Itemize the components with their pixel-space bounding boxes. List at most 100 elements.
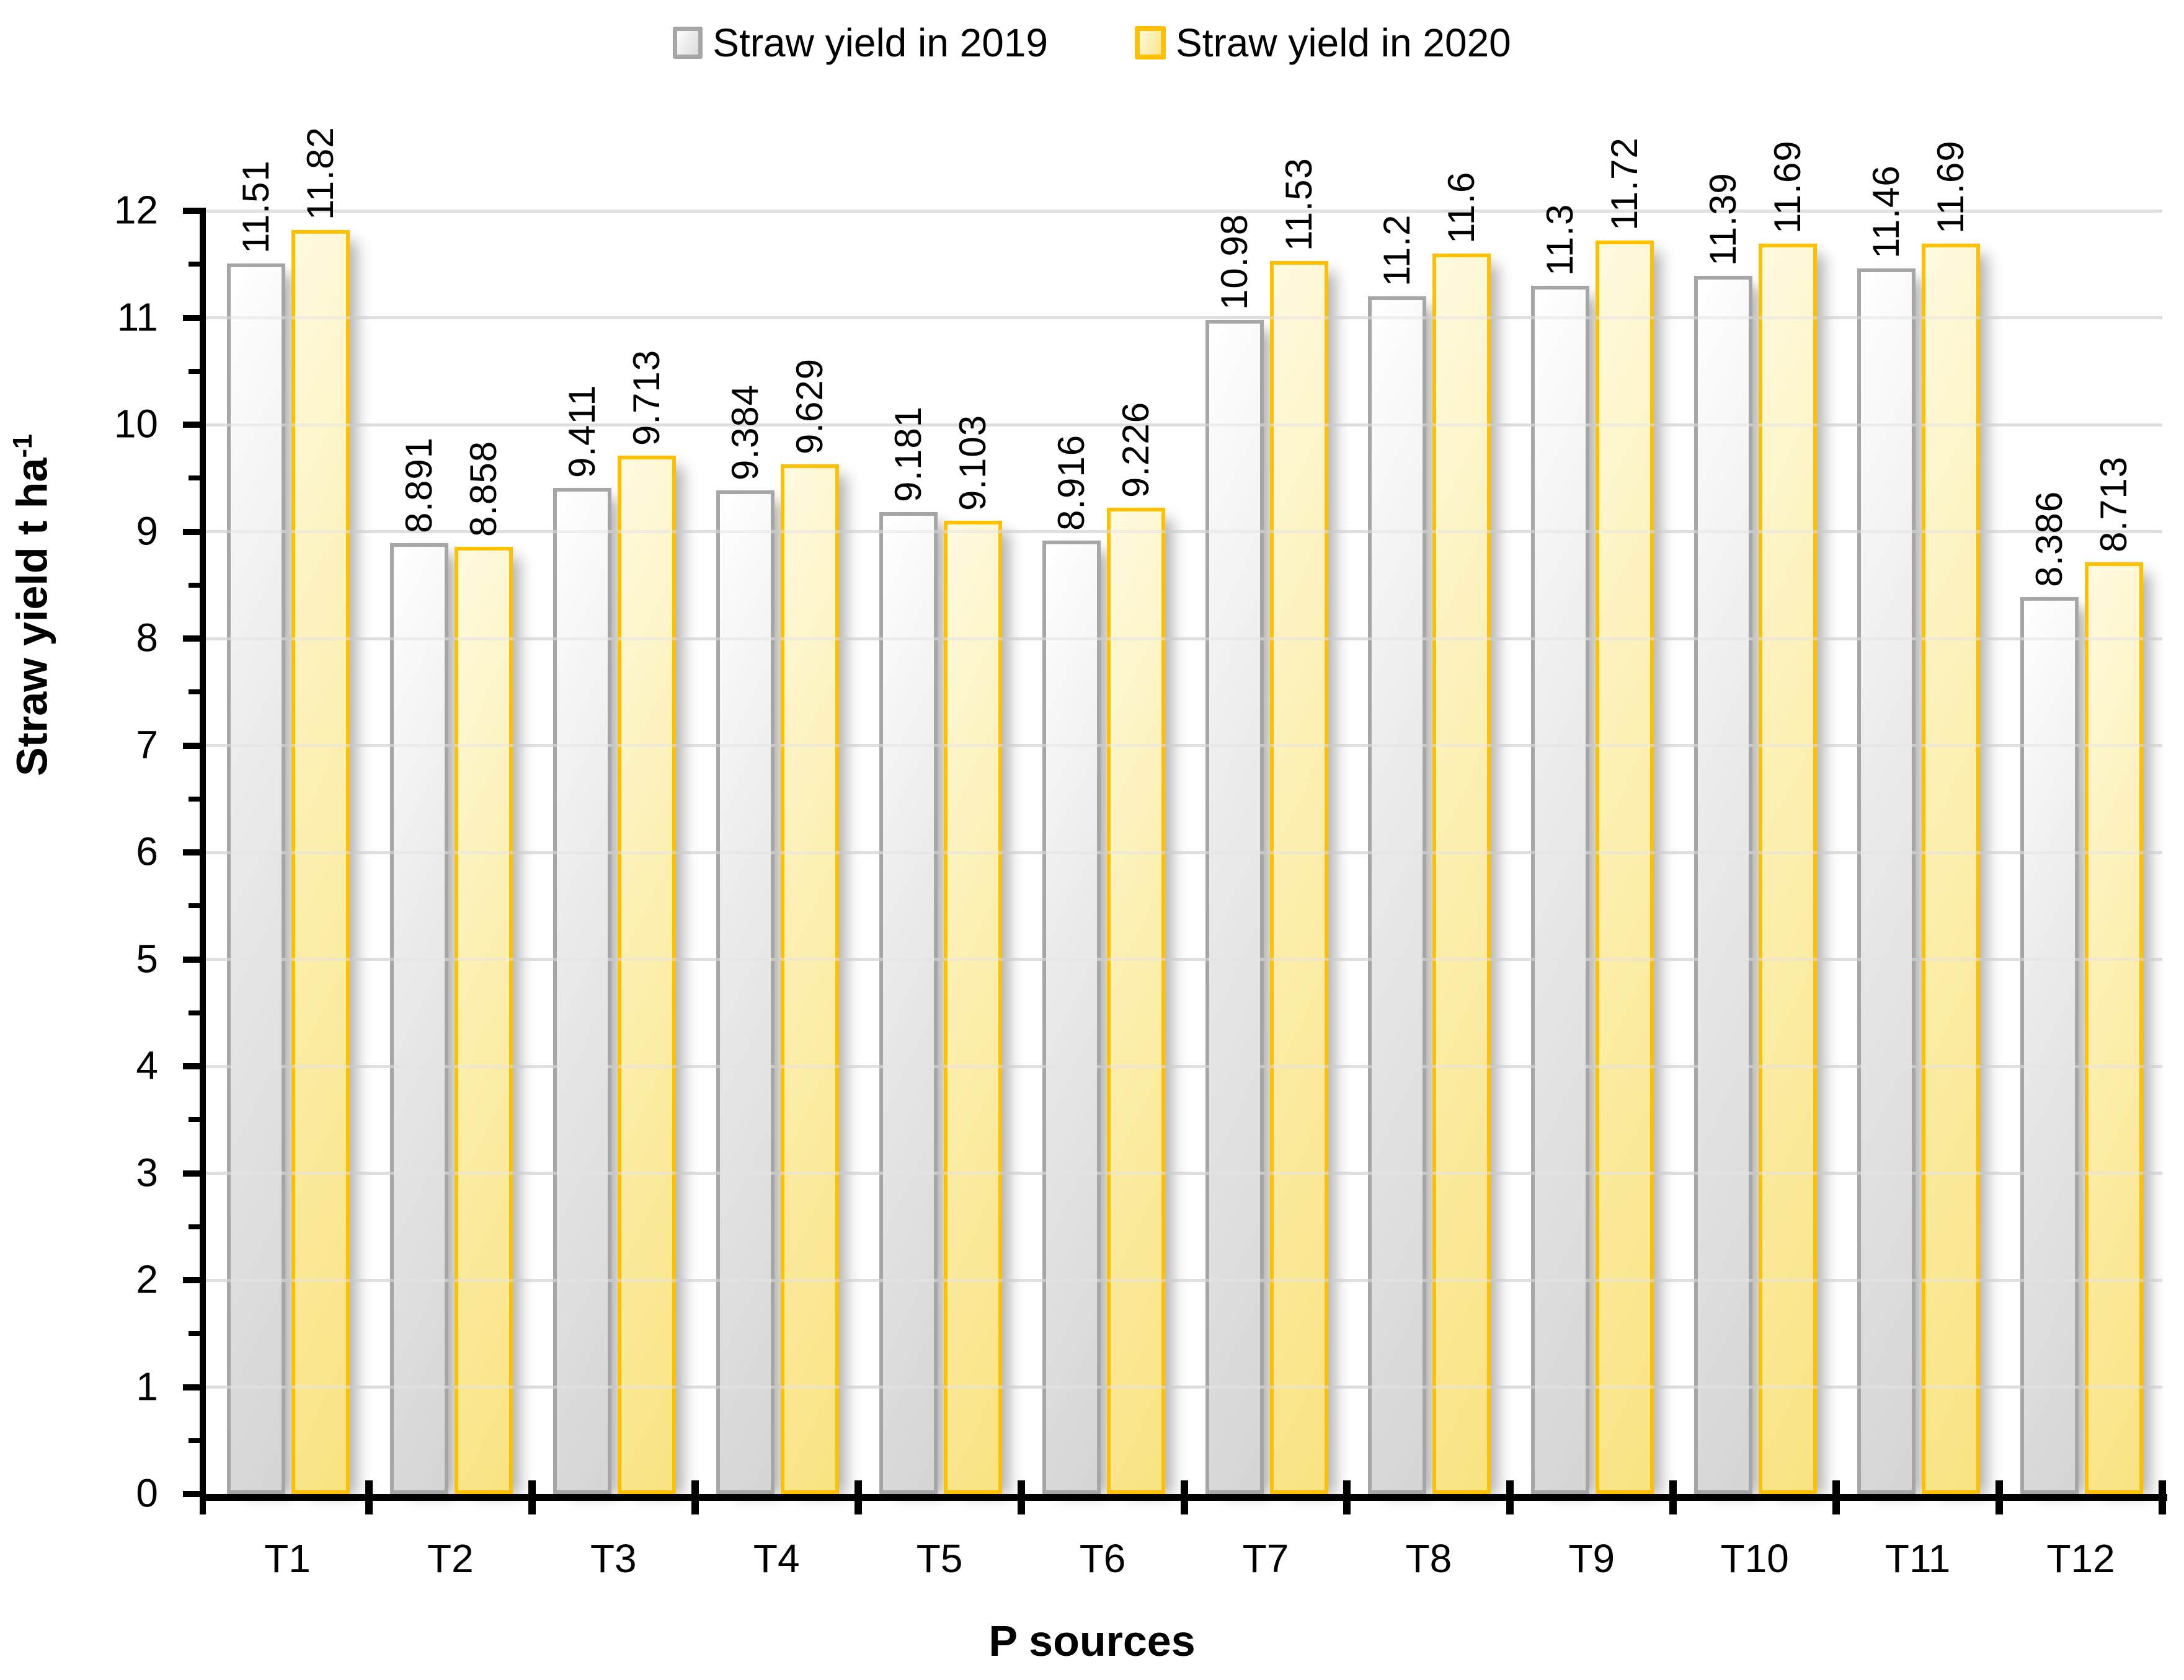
- bar-value-label: 9.384: [724, 384, 766, 481]
- bar-2019: [1205, 319, 1264, 1494]
- y-tick-label: 5: [136, 936, 158, 981]
- bar-value-label: 11.53: [1277, 157, 1320, 252]
- bar-2020: [454, 546, 513, 1494]
- bar-value-label: 8.858: [462, 440, 504, 537]
- y-major-tick: [183, 1277, 200, 1283]
- legend-label-2020: Straw yield in 2020: [1176, 20, 1511, 65]
- x-category-label: T3: [590, 1536, 637, 1581]
- gridline-overlay: [206, 851, 2162, 854]
- bar-2019: [553, 487, 611, 1494]
- bar-2020: [1432, 254, 1491, 1494]
- y-minor-tick: [189, 262, 200, 267]
- y-major-tick: [183, 528, 200, 535]
- y-minor-tick: [189, 475, 200, 481]
- y-major-tick: [183, 1491, 200, 1497]
- y-major-tick: [183, 422, 200, 428]
- x-boundary-tick: [1343, 1480, 1351, 1514]
- x-category-label: T1: [264, 1536, 311, 1581]
- bar-2019: [879, 512, 938, 1494]
- x-category-label: T12: [2046, 1536, 2115, 1581]
- y-tick-label: 2: [136, 1257, 158, 1302]
- y-minor-tick: [189, 368, 200, 374]
- x-boundary-tick: [1832, 1480, 1840, 1514]
- y-tick-label: 6: [136, 829, 158, 874]
- y-major-tick: [183, 314, 200, 321]
- gridline-overlay: [206, 530, 2162, 533]
- y-tick-label: 11: [117, 294, 158, 340]
- y-minor-tick: [189, 1117, 200, 1123]
- gridline-overlay: [206, 744, 2162, 747]
- bar-value-label: 11.69: [1767, 140, 1809, 234]
- x-category-label: T11: [1884, 1536, 1951, 1581]
- x-category-label: T8: [1405, 1536, 1452, 1581]
- x-boundary-tick: [691, 1480, 699, 1514]
- y-tick-label: 7: [136, 722, 158, 767]
- bar-2020: [1922, 244, 1981, 1494]
- legend-label-2019: Straw yield in 2019: [712, 20, 1048, 65]
- bar-2019: [1531, 285, 1590, 1494]
- x-boundary-tick: [1669, 1480, 1677, 1514]
- bar-value-label: 8.713: [2093, 456, 2135, 552]
- bar-value-label: 8.891: [397, 437, 440, 534]
- gridline-overlay: [206, 958, 2162, 961]
- bar-2019: [1694, 276, 1753, 1494]
- y-major-tick: [183, 742, 200, 749]
- x-category-label: T5: [916, 1536, 963, 1581]
- y-tick-label: 1: [136, 1364, 158, 1409]
- gridline-overlay: [206, 316, 2162, 319]
- bar-value-label: 9.181: [887, 406, 929, 503]
- bar-2019: [1857, 268, 1916, 1494]
- x-category-label: T4: [753, 1536, 800, 1581]
- x-boundary-tick: [528, 1480, 536, 1514]
- bar-2019: [716, 490, 775, 1494]
- y-major-tick: [183, 849, 200, 855]
- y-tick-label: 9: [136, 508, 158, 554]
- legend-item-2019: Straw yield in 2019: [673, 21, 1048, 64]
- y-minor-tick: [189, 1010, 200, 1015]
- y-major-tick: [183, 208, 200, 214]
- x-boundary-tick: [1017, 1480, 1025, 1514]
- bar-2020: [943, 520, 1002, 1494]
- gridline-overlay: [206, 209, 2162, 213]
- y-major-tick: [183, 956, 200, 963]
- gridline-overlay: [206, 1278, 2162, 1282]
- y-major-tick: [183, 1063, 200, 1069]
- gridline-overlay: [206, 1386, 2162, 1389]
- y-major-tick: [183, 1384, 200, 1390]
- y-axis-title: Straw yield t ha-1: [7, 434, 56, 776]
- x-boundary-tick: [1506, 1480, 1514, 1514]
- bar-2020: [291, 230, 350, 1494]
- bar-value-label: 9.103: [951, 414, 993, 511]
- bar-value-label: 11.82: [300, 126, 341, 221]
- y-axis-line: [200, 208, 206, 1514]
- legend-swatch-2020: [1135, 26, 1166, 60]
- legend-item-2020: Straw yield in 2020: [1135, 21, 1511, 64]
- gridline-overlay: [206, 1172, 2162, 1175]
- bar-value-label: 11.3: [1539, 203, 1581, 276]
- bar-value-label: 8.386: [2028, 491, 2071, 588]
- y-minor-tick: [189, 582, 200, 588]
- bar-value-label: 11.51: [235, 159, 277, 254]
- bar-value-label: 9.629: [788, 358, 830, 454]
- bar-2019: [227, 263, 285, 1494]
- y-minor-tick: [189, 796, 200, 802]
- bar-2020: [1759, 244, 1818, 1494]
- gridline-overlay: [206, 1064, 2162, 1068]
- y-axis-title-text: Straw yield t ha: [7, 458, 56, 776]
- y-tick-label: 4: [136, 1043, 158, 1088]
- bar-2020: [1269, 261, 1328, 1494]
- x-category-label: T6: [1079, 1536, 1126, 1581]
- bar-value-label: 9.411: [561, 384, 603, 478]
- x-category-label: T7: [1242, 1536, 1289, 1581]
- bar-2020: [1596, 241, 1654, 1494]
- bar-2020: [1106, 507, 1165, 1494]
- bar-value-label: 9.713: [625, 349, 667, 446]
- x-category-label: T2: [427, 1536, 474, 1581]
- gridline-overlay: [206, 637, 2162, 640]
- bar-2020: [617, 455, 676, 1494]
- bar-2020: [2085, 562, 2144, 1494]
- bar-2019: [2020, 597, 2079, 1494]
- y-tick-label: 8: [136, 615, 158, 660]
